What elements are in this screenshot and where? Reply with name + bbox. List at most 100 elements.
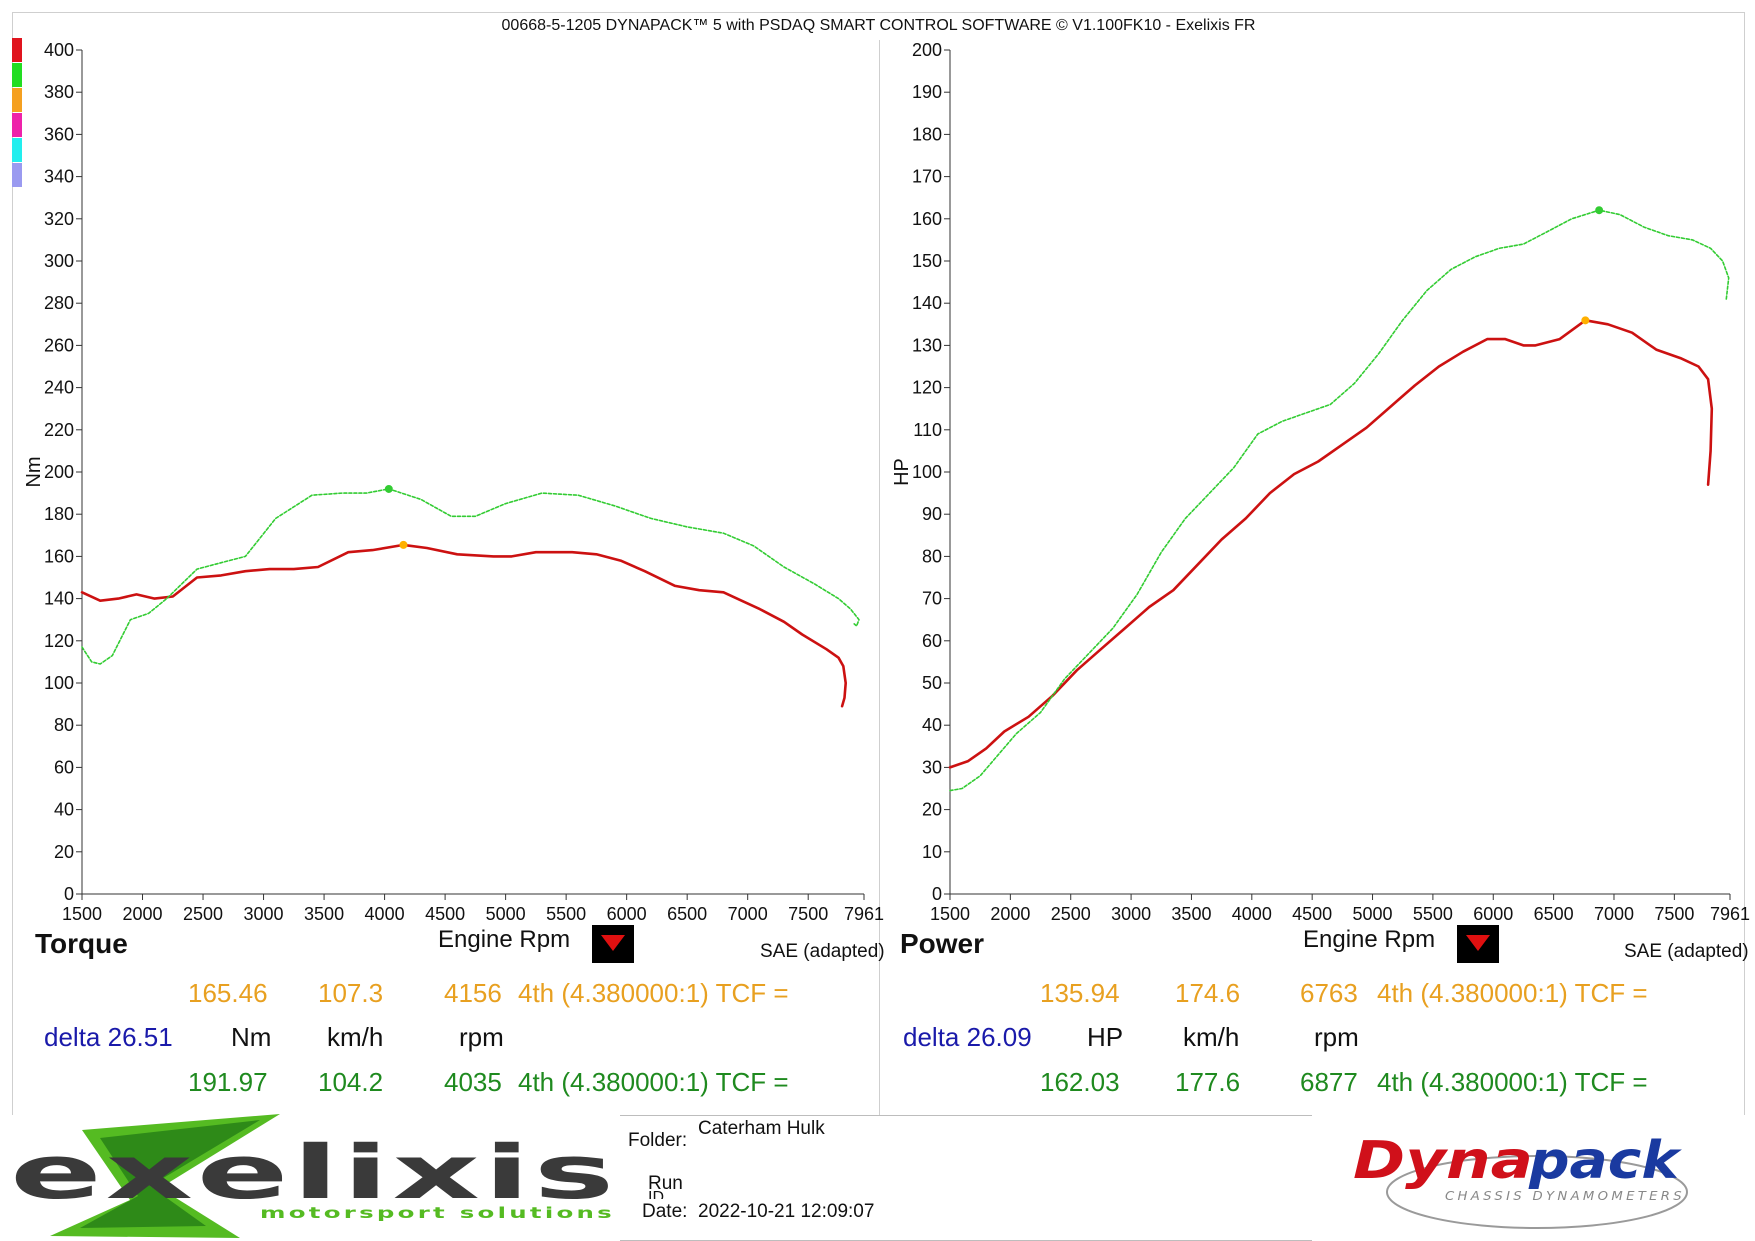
- power-y-tick-label: 30: [922, 757, 942, 777]
- power-run1-rpm: 6763: [1300, 978, 1358, 1008]
- power-panel-frame: [880, 40, 1745, 1115]
- power-y-tick-label: 160: [912, 209, 942, 229]
- power-y-axis-label: HP: [891, 458, 913, 486]
- torque-run1-gear: 4th (4.380000:1) TCF =: [518, 978, 789, 1008]
- torque-y-tick-label: 100: [44, 673, 74, 693]
- torque-unit-rpm: rpm: [459, 1022, 504, 1052]
- legend-swatch[interactable]: [12, 63, 22, 87]
- date-value: 2022-10-21 12:09:07: [698, 1201, 875, 1222]
- power-y-tick-label: 70: [922, 589, 942, 609]
- dynapack-logo-tagline: CHASSIS DYNAMOMETERS: [1445, 1189, 1685, 1203]
- legend-swatch[interactable]: [12, 38, 22, 62]
- power-peak-marker-1: [1581, 316, 1590, 325]
- run-info-box: Folder: Caterham Hulk Run ID Date: 2022-…: [620, 1115, 1312, 1241]
- torque-x-tick-label: 4000: [365, 904, 405, 924]
- torque-dropdown-button[interactable]: [592, 925, 634, 963]
- power-x-tick-label: 5500: [1413, 904, 1453, 924]
- power-x-tick-label: 7000: [1594, 904, 1634, 924]
- torque-series-line-2: [81, 488, 860, 665]
- dropdown-arrow-icon: [1466, 935, 1490, 951]
- power-x-tick-label: 7961: [1710, 904, 1750, 924]
- torque-run2-speed: 104.2: [318, 1067, 384, 1097]
- torque-run1-speed: 107.3: [318, 978, 384, 1008]
- power-run2-value: 162.03: [1040, 1067, 1120, 1097]
- power-y-tick-label: 80: [922, 546, 942, 566]
- torque-panel-frame: [12, 40, 880, 1115]
- torque-x-tick-label: 2000: [122, 904, 162, 924]
- torque-y-tick-label: 320: [44, 209, 74, 229]
- power-x-tick-label: 2000: [990, 904, 1030, 924]
- power-series-line-1: [948, 319, 1714, 769]
- torque-y-tick-label: 300: [44, 251, 74, 271]
- torque-x-tick-label: 7500: [788, 904, 828, 924]
- legend-swatch[interactable]: [12, 88, 22, 112]
- power-y-tick-label: 20: [922, 800, 942, 820]
- power-x-tick-label: 6500: [1534, 904, 1574, 924]
- power-unit-speed: km/h: [1183, 1022, 1240, 1052]
- torque-unit-value: Nm: [231, 1022, 272, 1052]
- torque-y-tick-label: 140: [44, 589, 74, 609]
- torque-run2-gear: 4th (4.380000:1) TCF =: [518, 1067, 789, 1097]
- exelixis-logo-tagline: motorsport solutions: [260, 1204, 615, 1222]
- power-x-tick-label: 4500: [1292, 904, 1332, 924]
- power-series-line-2: [949, 209, 1730, 792]
- torque-y-tick-label: 200: [44, 462, 74, 482]
- torque-run2-value: 191.97: [188, 1067, 268, 1097]
- torque-y-tick-label: 180: [44, 504, 74, 524]
- torque-unit-speed: km/h: [327, 1022, 384, 1052]
- dynapack-logo-text-dyna: Dyna: [1353, 1131, 1533, 1191]
- header-title: 00668-5-1205 DYNAPACK™ 5 with PSDAQ SMAR…: [12, 12, 1745, 40]
- power-x-tick-label: 6000: [1473, 904, 1513, 924]
- date-label: Date:: [642, 1201, 688, 1222]
- power-y-tick-label: 0: [932, 884, 942, 904]
- torque-y-axis-label: Nm: [23, 456, 45, 487]
- torque-y-tick-label: 360: [44, 124, 74, 144]
- power-y-tick-label: 140: [912, 293, 942, 313]
- torque-run1-rpm: 4156: [444, 978, 502, 1008]
- run-id-label: ID: [648, 1189, 664, 1199]
- dynapack-logo-text-pack: pack: [1528, 1131, 1683, 1191]
- dynapack-logo: Dyna pack CHASSIS DYNAMOMETERS: [1353, 1131, 1688, 1229]
- power-xlabel: Engine Rpm: [1303, 926, 1436, 953]
- power-run2-speed: 177.6: [1175, 1067, 1241, 1097]
- power-y-tick-label: 40: [922, 715, 942, 735]
- power-x-tick-label: 3500: [1171, 904, 1211, 924]
- torque-x-tick-label: 3000: [244, 904, 284, 924]
- folder-value: Caterham Hulk: [698, 1118, 825, 1139]
- torque-y-tick-label: 40: [54, 800, 74, 820]
- torque-xlabel: Engine Rpm: [438, 926, 571, 953]
- power-dropdown-button[interactable]: [1457, 925, 1499, 963]
- power-x-tick-label: 5000: [1353, 904, 1393, 924]
- exelixis-logo: exelixis motorsport solutions: [10, 1114, 616, 1238]
- power-title: Power: [900, 928, 985, 959]
- power-delta: delta 26.09: [903, 1022, 1032, 1052]
- power-run1-gear: 4th (4.380000:1) TCF =: [1377, 978, 1648, 1008]
- power-run1-speed: 174.6: [1175, 978, 1241, 1008]
- torque-x-tick-label: 7000: [728, 904, 768, 924]
- run-color-legend: [12, 38, 22, 188]
- power-x-tick-label: 7500: [1654, 904, 1694, 924]
- legend-swatch[interactable]: [12, 113, 22, 137]
- power-y-tick-label: 190: [912, 82, 942, 102]
- torque-x-tick-label: 5500: [546, 904, 586, 924]
- legend-swatch[interactable]: [12, 138, 22, 162]
- torque-x-tick-label: 3500: [304, 904, 344, 924]
- torque-sae-label: SAE (adapted): [760, 941, 885, 962]
- power-y-tick-label: 170: [912, 167, 942, 187]
- torque-x-tick-label: 1500: [62, 904, 102, 924]
- power-y-tick-label: 150: [912, 251, 942, 271]
- torque-y-tick-label: 240: [44, 378, 74, 398]
- torque-run2-rpm: 4035: [444, 1067, 502, 1097]
- legend-swatch[interactable]: [12, 163, 22, 187]
- torque-y-tick-label: 280: [44, 293, 74, 313]
- power-x-tick-label: 4000: [1232, 904, 1272, 924]
- power-y-tick-label: 90: [922, 504, 942, 524]
- power-y-tick-label: 50: [922, 673, 942, 693]
- power-run2-rpm: 6877: [1300, 1067, 1358, 1097]
- power-y-tick-label: 100: [912, 462, 942, 482]
- torque-peak-marker-1: [399, 540, 408, 549]
- torque-x-tick-label: 6000: [607, 904, 647, 924]
- torque-y-tick-label: 80: [54, 715, 74, 735]
- run-label: Run: [648, 1173, 683, 1194]
